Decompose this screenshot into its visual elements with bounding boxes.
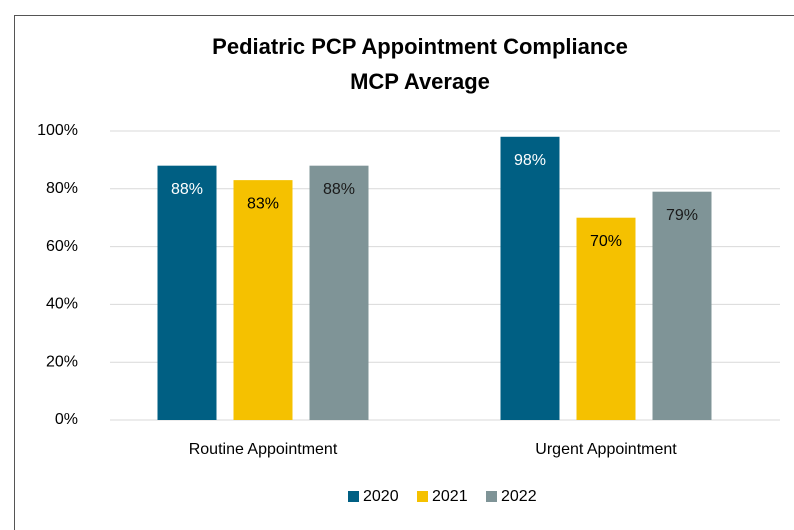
y-tick-label: 20% xyxy=(46,353,78,370)
bar xyxy=(500,136,560,420)
data-label: 70% xyxy=(590,233,622,250)
data-label: 88% xyxy=(323,181,355,198)
chart-title: Pediatric PCP Appointment Compliance xyxy=(212,34,628,59)
legend-label: 2021 xyxy=(432,488,468,505)
bar xyxy=(652,191,712,420)
data-label: 98% xyxy=(514,152,546,169)
y-tick-label: 100% xyxy=(37,122,78,139)
legend-label: 2022 xyxy=(501,488,537,505)
y-tick-label: 60% xyxy=(46,238,78,255)
y-tick-label: 40% xyxy=(46,296,78,313)
legend-label: 2020 xyxy=(363,488,399,505)
legend-swatch xyxy=(486,491,497,502)
x-tick-label: Routine Appointment xyxy=(189,441,338,458)
data-label: 88% xyxy=(171,181,203,198)
bar xyxy=(157,165,217,420)
bar xyxy=(576,217,636,420)
y-tick-label: 0% xyxy=(55,411,78,428)
chart-subtitle: MCP Average xyxy=(350,69,490,94)
x-tick-label: Urgent Appointment xyxy=(535,441,677,458)
data-label: 83% xyxy=(247,195,279,212)
y-tick-label: 80% xyxy=(46,180,78,197)
data-label: 79% xyxy=(666,207,698,224)
legend-swatch xyxy=(417,491,428,502)
bar xyxy=(309,165,369,420)
bar xyxy=(233,180,293,420)
legend-swatch xyxy=(348,491,359,502)
